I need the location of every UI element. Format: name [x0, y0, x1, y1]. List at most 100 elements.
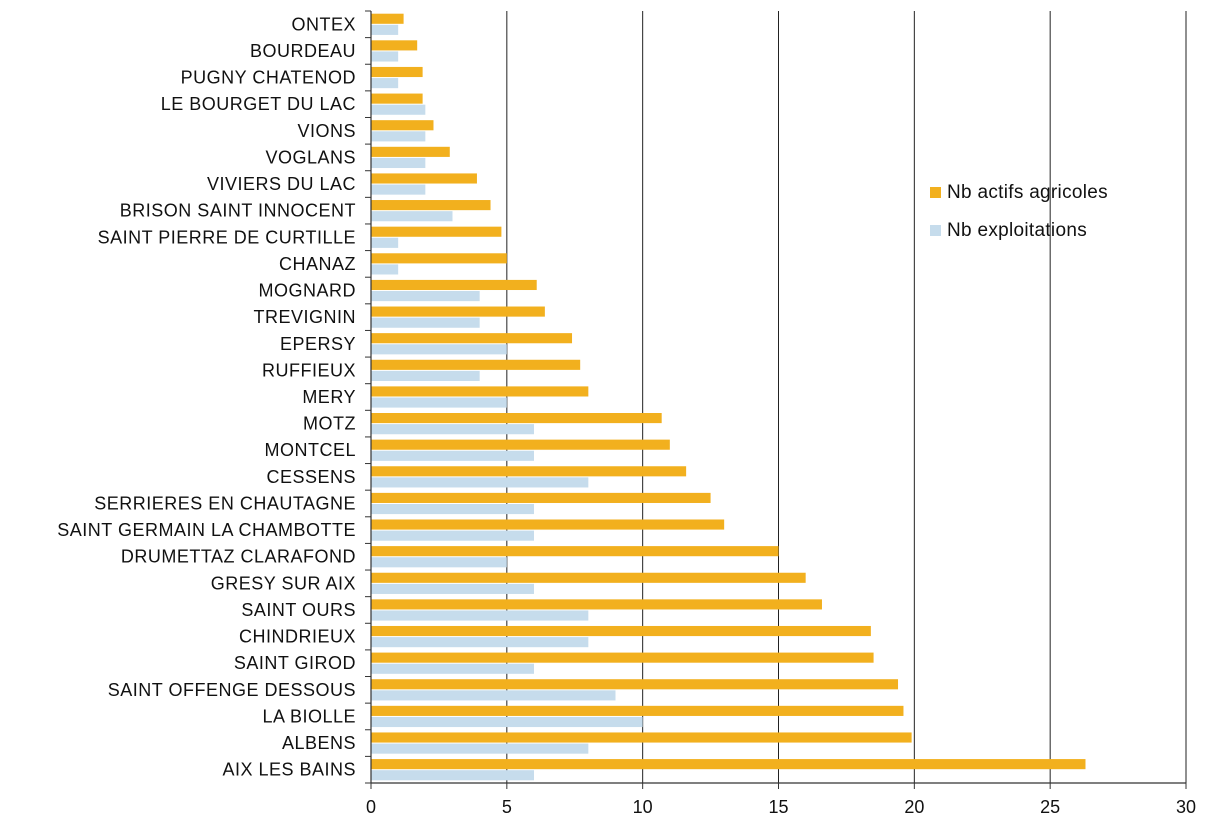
bar-actifs — [371, 492, 711, 503]
category-label: LE BOURGET DU LAC — [161, 94, 356, 114]
bar-actifs — [371, 546, 779, 557]
bar-actifs — [371, 759, 1086, 770]
bar-actifs — [371, 705, 904, 716]
category-label: TREVIGNIN — [253, 307, 356, 327]
category-label: DRUMETTAZ CLARAFOND — [121, 547, 356, 567]
bar-actifs — [371, 652, 874, 663]
bar-actifs — [371, 200, 491, 211]
x-tick-label: 10 — [633, 797, 653, 817]
bar-exploitations — [371, 610, 589, 621]
category-label: BOURDEAU — [250, 41, 356, 61]
x-tick-label: 30 — [1176, 797, 1196, 817]
category-label: BRISON SAINT INNOCENT — [120, 201, 356, 221]
bar-actifs — [371, 306, 545, 317]
bar-exploitations — [371, 264, 399, 275]
bar-actifs — [371, 599, 822, 610]
x-tick-label: 25 — [1040, 797, 1060, 817]
bar-exploitations — [371, 743, 589, 754]
bar-actifs — [371, 40, 418, 51]
category-label: RUFFIEUX — [262, 360, 356, 380]
bar-exploitations — [371, 557, 507, 568]
bar-exploitations — [371, 690, 616, 701]
bar-exploitations — [371, 716, 643, 728]
x-tick-label: 15 — [768, 797, 788, 817]
category-label: CESSENS — [266, 467, 356, 487]
axes — [365, 10, 1187, 789]
category-label: PUGNY CHATENOD — [181, 68, 356, 88]
bar-exploitations — [371, 530, 534, 541]
bar-actifs — [371, 466, 687, 477]
bar-exploitations — [371, 450, 534, 461]
category-label: ONTEX — [291, 14, 356, 34]
legend-label: Nb actifs agricoles — [947, 182, 1108, 203]
bar-actifs — [371, 13, 404, 24]
category-label: SAINT GIROD — [234, 653, 356, 673]
bar-exploitations — [371, 211, 453, 222]
x-tick-label: 0 — [366, 797, 376, 817]
category-label: VOGLANS — [265, 147, 356, 167]
bar-exploitations — [371, 317, 480, 328]
bar-actifs — [371, 333, 573, 344]
bar-actifs — [371, 279, 537, 291]
bar-actifs — [371, 519, 725, 530]
category-label: SERRIERES EN CHAUTAGNE — [94, 493, 356, 513]
category-label: MERY — [302, 387, 356, 407]
category-label: MOTZ — [303, 414, 356, 434]
bars — [371, 13, 1086, 781]
bar-exploitations — [371, 291, 480, 302]
bar-exploitations — [371, 104, 426, 115]
bar-actifs — [371, 226, 502, 237]
bar-actifs — [371, 66, 423, 78]
bar-actifs — [371, 93, 423, 104]
bar-actifs — [371, 572, 806, 583]
bar-exploitations — [371, 583, 534, 594]
bar-actifs — [371, 253, 507, 264]
bar-actifs — [371, 120, 434, 131]
x-tick-labels: 0 5 10 15 20 25 30 — [366, 797, 1196, 817]
bar-exploitations — [371, 637, 589, 648]
bar-exploitations — [371, 24, 399, 35]
category-label: CHINDRIEUX — [239, 627, 356, 647]
legend-swatch-exploitations — [930, 225, 941, 236]
bar-exploitations — [371, 477, 589, 488]
bar-exploitations — [371, 237, 399, 248]
bar-actifs — [371, 386, 589, 397]
x-tick-label: 20 — [904, 797, 924, 817]
category-label: VIVIERS DU LAC — [207, 174, 356, 194]
bar-actifs — [371, 413, 662, 424]
category-label: AIX LES BAINS — [222, 760, 356, 780]
legend-label: Nb exploitations — [947, 220, 1087, 241]
category-label: GRESY SUR AIX — [211, 573, 356, 593]
legend: Nb actifs agricoles Nb exploitations — [930, 182, 1108, 241]
bar-exploitations — [371, 503, 534, 515]
bar-exploitations — [371, 344, 507, 355]
category-label: EPERSY — [280, 334, 356, 354]
category-label: CHANAZ — [279, 254, 356, 274]
bar-exploitations — [371, 51, 399, 62]
category-label: MONTCEL — [264, 440, 356, 460]
category-label: SAINT OURS — [241, 600, 356, 620]
category-label: VIONS — [297, 121, 356, 141]
bar-exploitations — [371, 397, 507, 408]
bar-exploitations — [371, 424, 534, 435]
bar-actifs — [371, 146, 450, 157]
category-label: SAINT OFFENGE DESSOUS — [108, 680, 356, 700]
bar-exploitations — [371, 370, 480, 381]
legend-swatch-actifs — [930, 187, 941, 198]
bar-exploitations — [371, 157, 426, 169]
category-label: ALBENS — [282, 733, 356, 753]
bar-exploitations — [371, 770, 534, 781]
bar-exploitations — [371, 663, 534, 674]
gridlines — [506, 11, 1187, 783]
category-label: MOGNARD — [259, 281, 357, 301]
bar-actifs — [371, 625, 871, 637]
bar-actifs — [371, 359, 581, 370]
category-label: SAINT GERMAIN LA CHAMBOTTE — [57, 520, 356, 540]
category-label: SAINT PIERRE DE CURTILLE — [98, 227, 356, 247]
x-tick-label: 5 — [502, 797, 512, 817]
bar-actifs — [371, 732, 912, 743]
bar-exploitations — [371, 184, 426, 195]
bar-actifs — [371, 173, 477, 184]
bar-actifs — [371, 439, 670, 450]
